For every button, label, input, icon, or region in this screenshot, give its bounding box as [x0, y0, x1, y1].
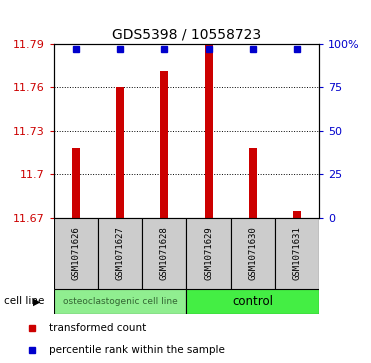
- Bar: [231, 218, 275, 289]
- Bar: [204, 44, 213, 218]
- Bar: [186, 289, 319, 314]
- Bar: [98, 218, 142, 289]
- Bar: [54, 218, 98, 289]
- Text: cell line: cell line: [4, 296, 44, 306]
- Title: GDS5398 / 10558723: GDS5398 / 10558723: [112, 27, 261, 41]
- Text: GSM1071628: GSM1071628: [160, 226, 169, 280]
- Text: GSM1071629: GSM1071629: [204, 226, 213, 280]
- Bar: [160, 71, 168, 218]
- Text: percentile rank within the sample: percentile rank within the sample: [49, 345, 224, 355]
- Bar: [275, 218, 319, 289]
- Bar: [293, 211, 301, 218]
- Text: control: control: [232, 295, 273, 308]
- Text: GSM1071631: GSM1071631: [292, 226, 302, 280]
- Bar: [72, 148, 80, 218]
- Bar: [186, 218, 231, 289]
- Bar: [54, 289, 186, 314]
- Text: transformed count: transformed count: [49, 323, 146, 333]
- Bar: [116, 87, 124, 218]
- Text: GSM1071626: GSM1071626: [71, 226, 81, 280]
- Bar: [249, 148, 257, 218]
- Text: GSM1071630: GSM1071630: [248, 226, 257, 280]
- Text: ▶: ▶: [33, 296, 41, 306]
- Bar: [142, 218, 186, 289]
- Text: GSM1071627: GSM1071627: [116, 226, 125, 280]
- Text: osteoclastogenic cell line: osteoclastogenic cell line: [63, 297, 177, 306]
